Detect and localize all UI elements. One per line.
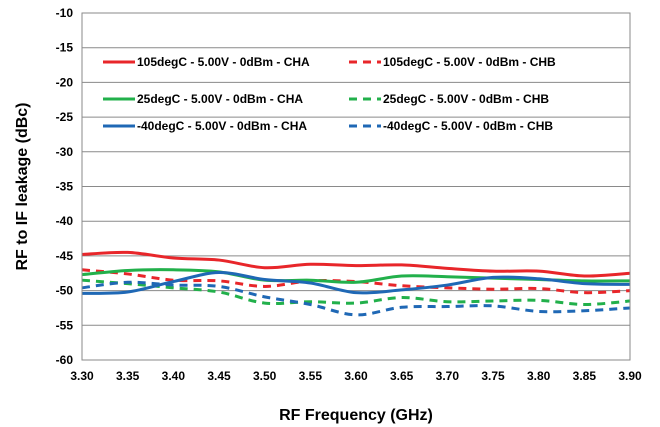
y-tick-label: -60 [56, 353, 74, 367]
legend: 105degC - 5.00V - 0dBm - CHA 105degC - 5.… [103, 55, 556, 133]
series-lines [81, 250, 631, 317]
y-axis-tick-labels: -10 -15 -20 -25 -30 -35 -40 -45 -50 -55 -60 [56, 6, 74, 367]
legend-label-0: 105degC - 5.00V - 0dBm - CHA [137, 55, 310, 69]
x-tick-label: 3.65 [390, 369, 414, 383]
plot-border [81, 12, 631, 361]
y-tick-label: -25 [56, 110, 74, 124]
legend-label-1: 105degC - 5.00V - 0dBm - CHB [383, 55, 556, 69]
legend-label-4: -40degC - 5.00V - 0dBm - CHA [137, 119, 307, 133]
x-tick-label: 3.85 [573, 369, 597, 383]
y-tick-label: -35 [56, 180, 74, 194]
y-tick-label: -20 [56, 75, 74, 89]
x-tick-label: 3.75 [481, 369, 505, 383]
y-tick-label: -45 [56, 249, 74, 263]
x-axis-tick-labels: 3.30 3.35 3.40 3.45 3.50 3.55 3.60 3.65 3.70 3.75… [70, 369, 642, 383]
y-tick-label: -50 [56, 284, 74, 298]
legend-label-2: 25degC - 5.00V - 0dBm - CHA [137, 92, 303, 106]
x-tick-label: 3.60 [344, 369, 368, 383]
x-tick-label: 3.90 [618, 369, 642, 383]
y-tick-label: -30 [56, 145, 74, 159]
y-axis-title: RF to IF leakage (dBc) [14, 102, 31, 270]
gridlines [82, 47, 630, 326]
legend-label-3: 25degC - 5.00V - 0dBm - CHB [383, 92, 549, 106]
series-line-4 [81, 271, 631, 295]
x-tick-label: 3.35 [116, 369, 140, 383]
series-line-0 [81, 250, 631, 278]
legend-label-5: -40degC - 5.00V - 0dBm - CHB [383, 119, 553, 133]
y-tick-label: -55 [56, 318, 74, 332]
y-tick-label: -15 [56, 41, 74, 55]
x-tick-label: 3.40 [162, 369, 186, 383]
series-line-5 [81, 280, 631, 317]
x-tick-label: 3.50 [253, 369, 277, 383]
series-line-3 [81, 278, 631, 306]
x-tick-label: 3.70 [436, 369, 460, 383]
x-tick-label: 3.80 [527, 369, 551, 383]
x-tick-label: 3.45 [207, 369, 231, 383]
x-tick-label: 3.30 [70, 369, 94, 383]
y-tick-label: -10 [56, 6, 74, 20]
x-tick-label: 3.55 [299, 369, 323, 383]
y-tick-label: -40 [56, 214, 74, 228]
x-axis-title: RF Frequency (GHz) [279, 407, 433, 424]
